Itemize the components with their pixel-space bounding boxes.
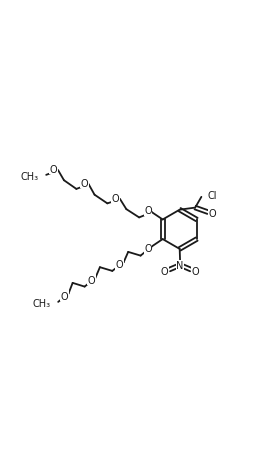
Text: O: O [80,178,88,188]
Text: N: N [176,260,184,270]
Text: O: O [116,260,123,270]
Text: O: O [144,206,152,216]
Text: O: O [144,244,152,254]
Text: O: O [161,267,169,277]
Text: O: O [192,267,199,277]
Text: O: O [60,291,68,301]
Text: O: O [50,164,58,174]
Text: CH₃: CH₃ [33,298,51,308]
Text: O: O [87,275,95,285]
Text: Cl: Cl [207,190,217,200]
Text: O: O [209,209,216,219]
Text: O: O [112,193,119,203]
Text: CH₃: CH₃ [21,172,39,182]
